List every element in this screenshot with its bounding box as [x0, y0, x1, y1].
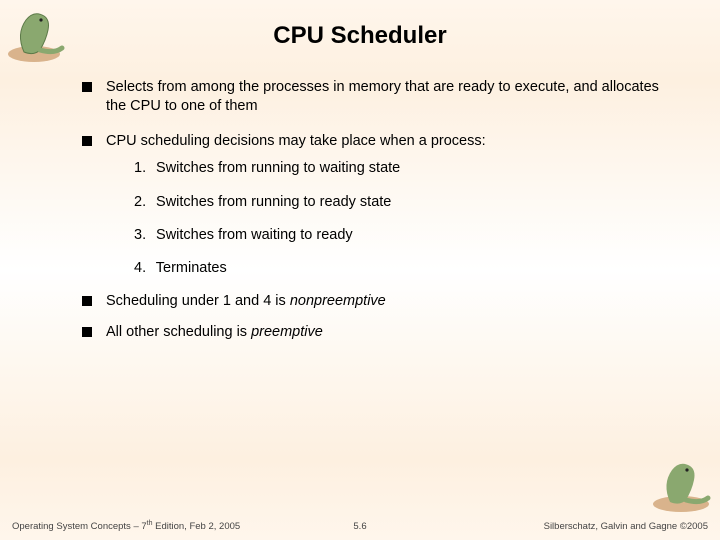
num-3-text: Switches from waiting to ready [156, 227, 353, 243]
dinosaur-logo-top-left [4, 4, 74, 64]
footer-copyright: Silberschatz, Galvin and Gagne ©2005 [367, 521, 708, 532]
numbered-item-4: 4. Terminates [134, 259, 660, 278]
bullet-3: Scheduling under 1 and 4 is nonpreemptiv… [82, 292, 660, 311]
bullet-square-icon [82, 136, 92, 146]
numbered-item-1: 1. Switches from running to waiting stat… [134, 159, 660, 178]
footer-left-post: Edition, Feb 2, 2005 [153, 521, 241, 532]
bullet-4: All other scheduling is preemptive [82, 323, 660, 342]
bullet-square-icon [82, 82, 92, 92]
numbered-list: 1. Switches from running to waiting stat… [134, 159, 660, 278]
bullet-1-text: Selects from among the processes in memo… [106, 78, 660, 116]
num-3: 3. [134, 226, 152, 245]
bullet-3-text: Scheduling under 1 and 4 is nonpreemptiv… [106, 292, 386, 311]
num-1: 1. [134, 159, 152, 178]
slide-footer: Operating System Concepts – 7th Edition,… [0, 520, 720, 532]
num-1-text: Switches from running to waiting state [156, 160, 400, 176]
numbered-item-3: 3. Switches from waiting to ready [134, 226, 660, 245]
bullet-3-pre: Scheduling under 1 and 4 is [106, 293, 290, 309]
bullet-1: Selects from among the processes in memo… [82, 78, 660, 116]
bullet-2: CPU scheduling decisions may take place … [82, 132, 660, 151]
num-2-text: Switches from running to ready state [156, 194, 391, 210]
slide-title: CPU Scheduler [0, 0, 720, 64]
slide-content: Selects from among the processes in memo… [0, 64, 720, 342]
bullet-3-em: nonpreemptive [290, 293, 386, 309]
footer-left: Operating System Concepts – 7th Edition,… [12, 520, 353, 532]
bullet-4-pre: All other scheduling is [106, 324, 251, 340]
bullet-4-text: All other scheduling is preemptive [106, 323, 323, 342]
num-2: 2. [134, 193, 152, 212]
bullet-4-em: preemptive [251, 324, 323, 340]
num-4: 4. [134, 259, 152, 278]
bullet-2-text: CPU scheduling decisions may take place … [106, 132, 486, 151]
numbered-item-2: 2. Switches from running to ready state [134, 193, 660, 212]
bullet-square-icon [82, 296, 92, 306]
num-4-text: Terminates [156, 260, 227, 276]
footer-page-number: 5.6 [353, 521, 366, 532]
footer-left-pre: Operating System Concepts – 7 [12, 521, 147, 532]
bullet-square-icon [82, 327, 92, 337]
dinosaur-logo-bottom-right [646, 454, 716, 514]
